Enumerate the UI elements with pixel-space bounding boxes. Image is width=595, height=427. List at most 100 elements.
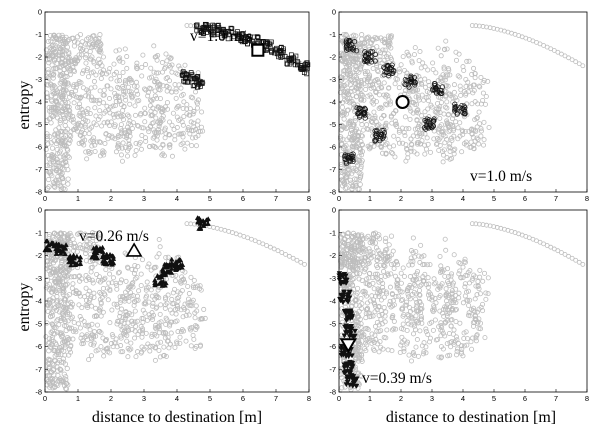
bg-point [198, 124, 204, 130]
bg-point [376, 85, 382, 91]
bg-point [118, 349, 124, 355]
bg-point [138, 324, 144, 330]
y-tick-label: -7 [35, 365, 42, 374]
bg-point [179, 326, 185, 332]
bg-point [53, 98, 59, 104]
bg-point [110, 103, 116, 109]
bg-point [140, 52, 146, 58]
bg-point [474, 115, 480, 121]
bg-point [87, 150, 93, 156]
bg-point [91, 294, 97, 300]
bg-point [90, 33, 96, 39]
bg-point [173, 86, 179, 92]
bg-point [358, 92, 364, 98]
annotation-bottom-right: v=0.39 m/s [362, 370, 432, 387]
bg-point [359, 152, 365, 158]
bg-point [118, 152, 124, 158]
bg-point [103, 336, 109, 342]
bg-point [364, 306, 370, 312]
bg-point [145, 93, 151, 99]
bg-point [113, 336, 119, 342]
bg-point [55, 382, 61, 388]
bg-point [388, 271, 394, 277]
bg-point [154, 254, 160, 260]
bg-point [61, 304, 67, 310]
bg-point [58, 103, 64, 109]
bg-point [97, 236, 103, 242]
bg-point [344, 171, 350, 177]
bg-point [167, 144, 173, 150]
series-point [344, 315, 351, 321]
series-point [462, 106, 468, 112]
bg-point [407, 296, 413, 302]
bg-point [347, 259, 353, 265]
series-point [344, 292, 351, 298]
bg-point [50, 295, 56, 301]
bg-point [93, 313, 99, 319]
bg-point [173, 95, 179, 101]
bg-point [169, 319, 175, 325]
bg-point [163, 330, 169, 336]
bg-point [175, 329, 181, 335]
bg-point [457, 268, 463, 274]
bg-point [61, 323, 67, 329]
bg-point [358, 171, 364, 177]
bg-point [124, 135, 130, 141]
bg-point [184, 23, 190, 28]
bg-point [439, 325, 445, 331]
bg-point [63, 118, 69, 124]
bg-point [93, 237, 99, 244]
bg-point [451, 252, 457, 258]
bg-point [58, 331, 64, 337]
bg-point [442, 273, 448, 279]
bg-point [379, 37, 385, 44]
bg-point [58, 259, 65, 265]
bg-point [162, 125, 168, 131]
bg-point [46, 282, 53, 288]
series-point [410, 79, 416, 85]
bg-point [426, 281, 432, 287]
bg-point [371, 109, 377, 115]
x-tick-label: 0 [337, 194, 341, 203]
bg-point [46, 156, 52, 162]
bg-point [188, 343, 194, 349]
bg-point [357, 372, 363, 378]
bg-point [364, 325, 370, 331]
bg-point [485, 291, 491, 297]
bg-point [437, 308, 443, 314]
bg-point [109, 280, 115, 286]
bg-point [383, 247, 389, 253]
bg-point [437, 104, 443, 110]
bg-point [58, 140, 64, 146]
bg-point [49, 379, 56, 385]
series-point [351, 378, 358, 384]
series-point [103, 251, 110, 257]
bg-point [425, 67, 431, 73]
bg-point [71, 320, 77, 326]
bg-point [385, 347, 391, 353]
bg-point [354, 290, 360, 296]
bg-point [359, 141, 365, 147]
bg-point [182, 62, 188, 68]
bg-point [134, 83, 140, 89]
bg-point [460, 64, 466, 70]
bg-point [406, 321, 412, 327]
bg-point [90, 230, 96, 236]
series-point [200, 218, 207, 224]
bg-point [68, 316, 74, 322]
bg-point [168, 330, 174, 336]
bg-point [70, 119, 76, 125]
bg-point [475, 101, 481, 107]
bg-point [177, 66, 183, 72]
bg-point [58, 237, 64, 243]
bg-point [100, 286, 106, 292]
bg-point [459, 343, 465, 349]
bg-point [86, 300, 92, 306]
bg-point [133, 354, 139, 360]
bg-point [151, 134, 157, 140]
bg-point [133, 323, 139, 329]
bg-point [580, 261, 586, 267]
bg-point [454, 97, 460, 103]
bg-point [369, 36, 375, 42]
bg-point [60, 265, 66, 271]
